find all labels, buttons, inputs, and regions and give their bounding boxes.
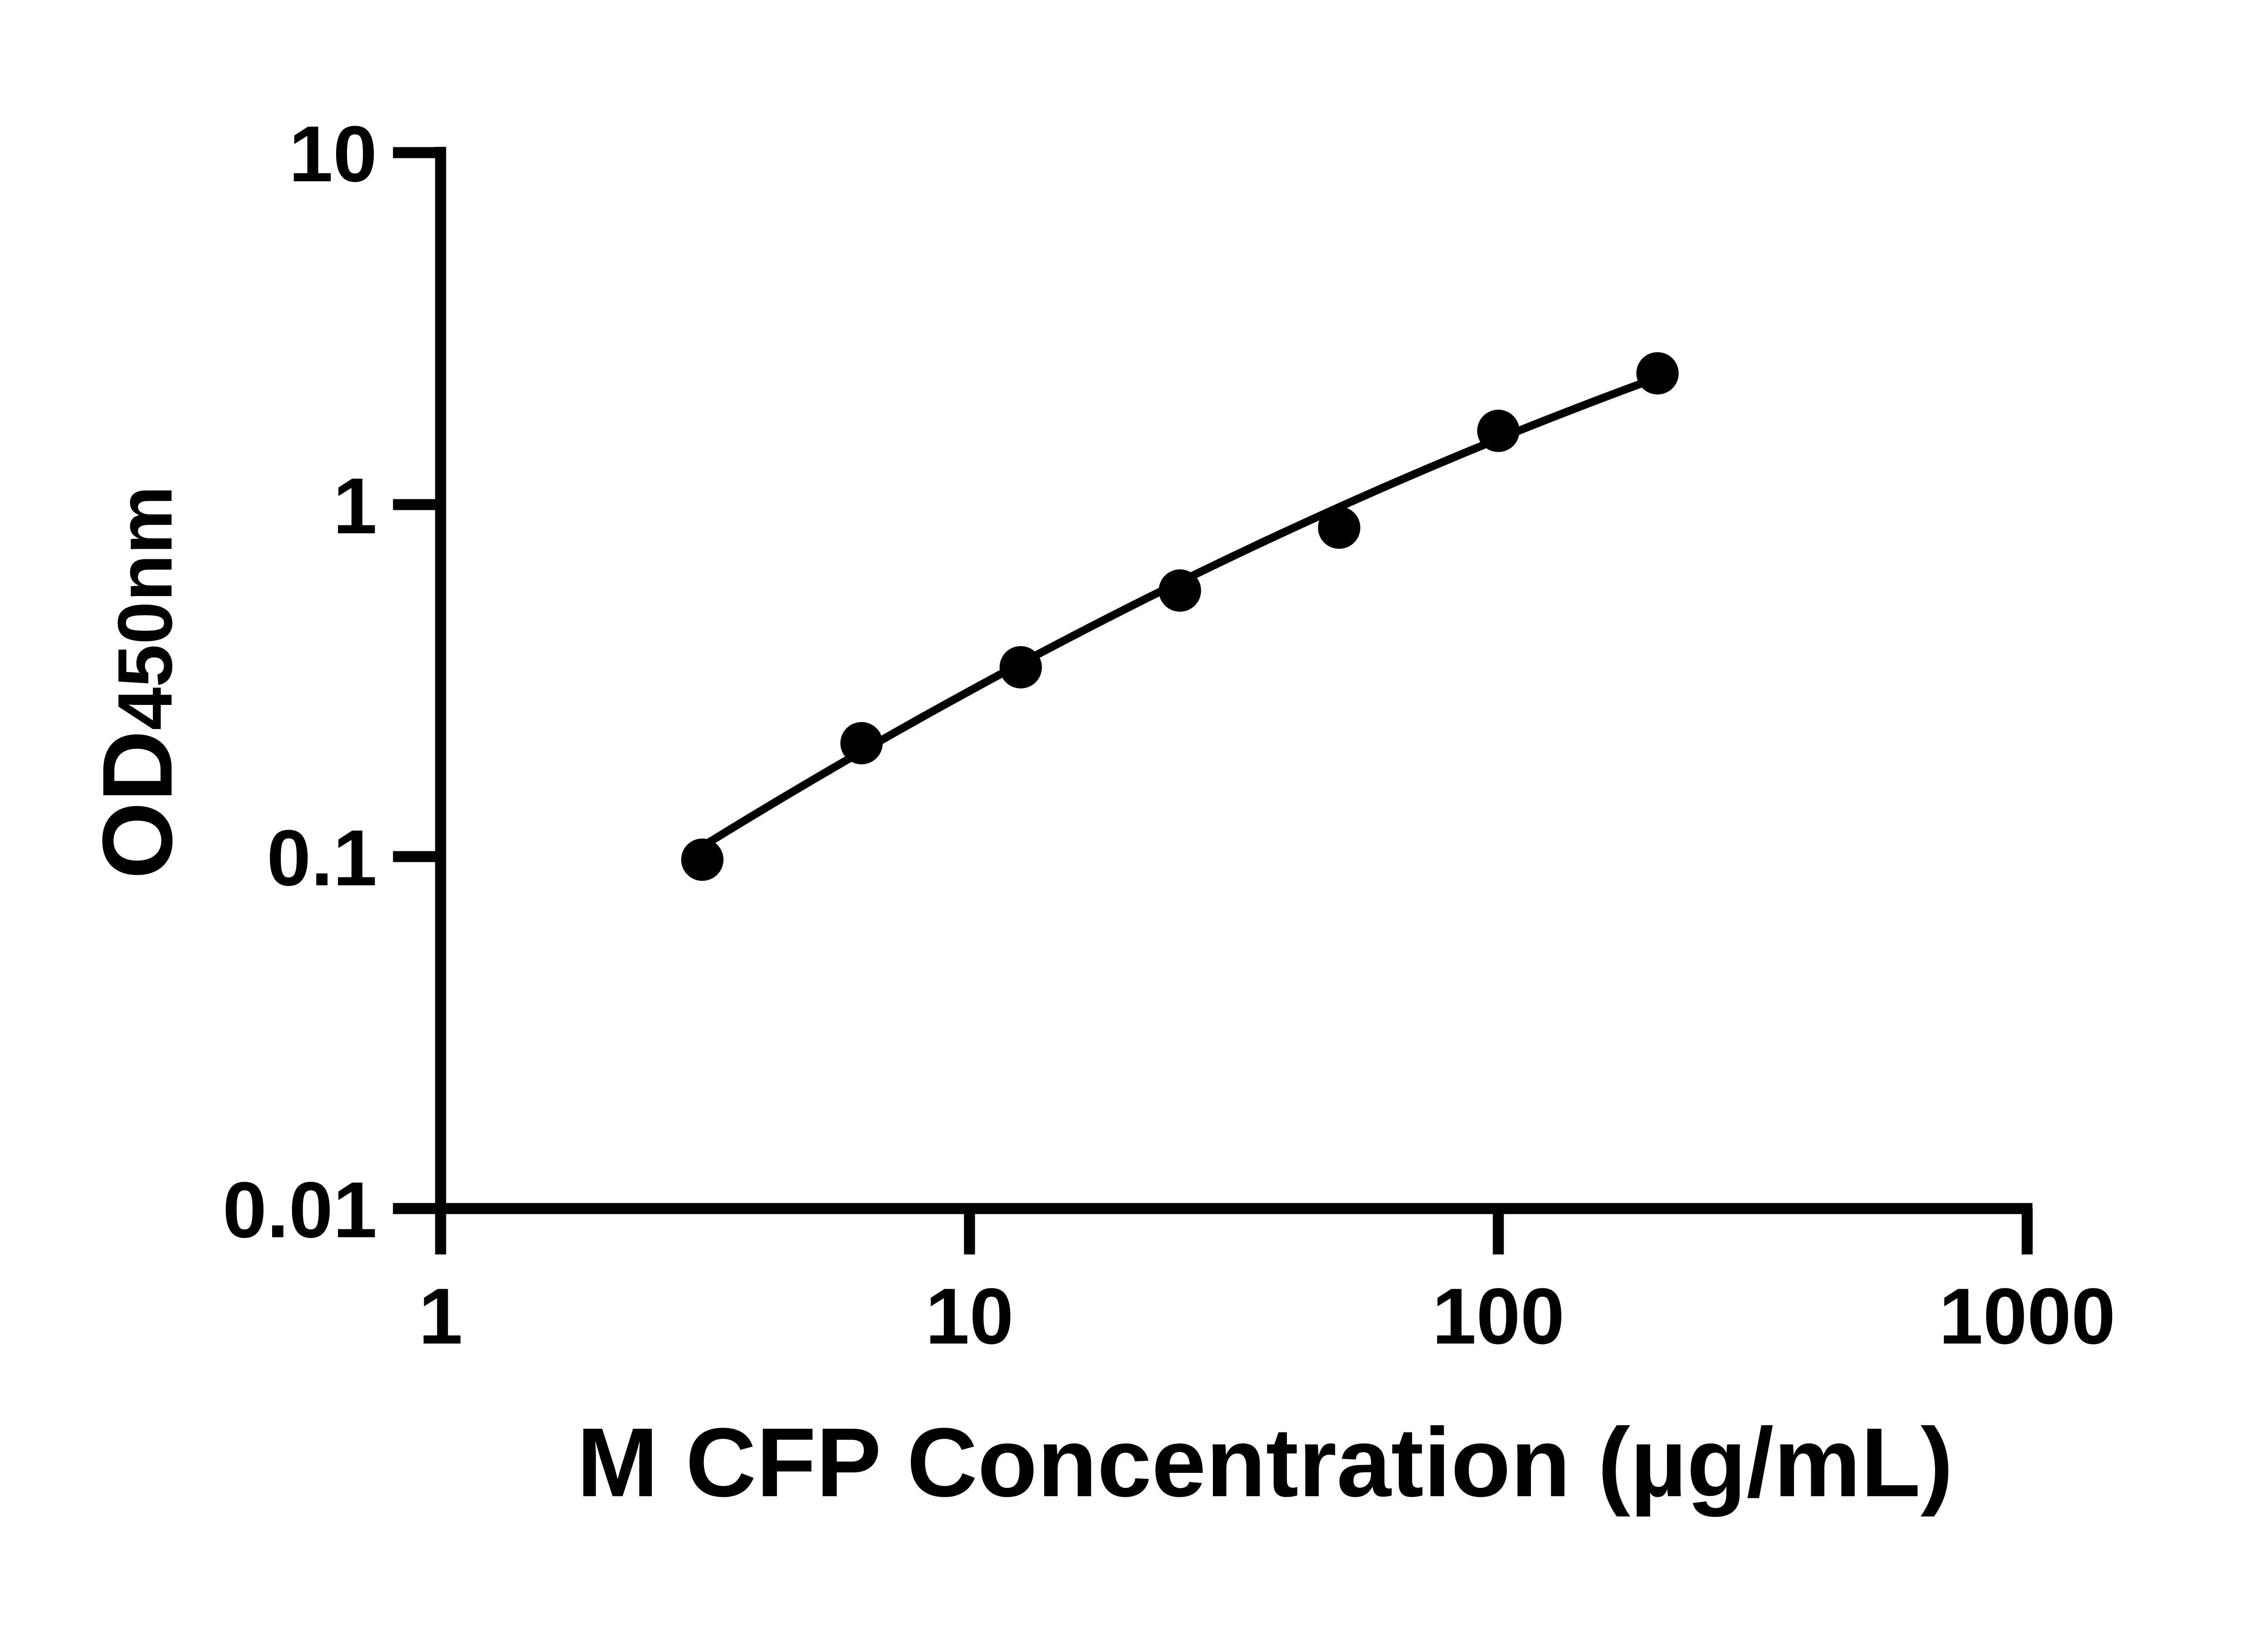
- axis-ticks: [393, 147, 2033, 1255]
- axis-tick-labels: 10 1 0.1 0.01 1 10 100 1000: [223, 110, 2116, 1361]
- data-point: [1158, 569, 1201, 612]
- x-axis-title: M CFP Concentration (µg/mL): [577, 1408, 1953, 1517]
- x-tick-label: 1000: [1939, 1272, 2115, 1361]
- y-tick-label: 1: [333, 462, 377, 551]
- standard-curve-chart: 10 1 0.1 0.01 1 10 100 1000 M CFP Concentration…: [82, 110, 2116, 1517]
- y-tick-label: 0.01: [223, 1166, 377, 1255]
- y-axis-title-main: OD: [82, 730, 193, 879]
- y-axis-title-subscript: 450nm: [102, 486, 188, 730]
- axes: [393, 147, 2033, 1214]
- data-point: [1477, 410, 1520, 452]
- x-tick-label: 100: [1432, 1272, 1564, 1361]
- data-point: [681, 838, 724, 881]
- y-tick-label: 10: [289, 110, 377, 199]
- y-axis-title: OD450nm: [82, 486, 193, 879]
- fit-curve: [700, 374, 1659, 850]
- y-tick-label: 0.1: [267, 814, 377, 903]
- x-tick-label: 1: [419, 1272, 463, 1361]
- data-point: [999, 646, 1042, 689]
- elisa-standard-curve-figure: 10 1 0.1 0.01 1 10 100 1000 M CFP Concentration…: [82, 110, 2116, 1517]
- data-point: [840, 722, 883, 765]
- data-point: [1636, 352, 1679, 395]
- data-point: [1318, 506, 1360, 549]
- data-points: [681, 352, 1679, 881]
- x-tick-label: 10: [925, 1272, 1014, 1361]
